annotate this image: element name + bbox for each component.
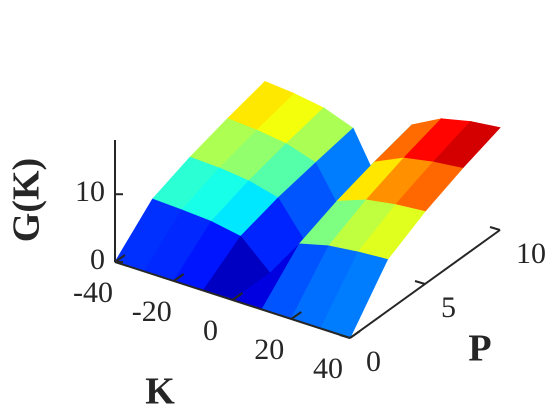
y-tick	[414, 280, 426, 285]
y-tick-label: 0	[366, 345, 381, 378]
x-tick-label: 0	[203, 314, 218, 347]
y-tick-label: 5	[441, 291, 456, 324]
x-tick	[231, 292, 244, 301]
z-tick-label: 0	[90, 243, 105, 276]
x-tick	[349, 330, 361, 339]
z-axis-label: G(K)	[6, 158, 48, 242]
x-tick-label: 40	[313, 352, 343, 385]
x-tick	[290, 311, 302, 320]
y-axis-label: P	[468, 328, 491, 370]
y-tick	[489, 226, 501, 231]
x-tick-label: -40	[73, 276, 113, 309]
x-tick-label: 20	[254, 333, 284, 366]
y-tick	[339, 334, 351, 339]
z-tick-label: 10	[75, 175, 105, 208]
x-tick-label: -20	[132, 295, 172, 328]
x-tick	[114, 254, 126, 263]
x-tick	[173, 273, 185, 282]
x-axis-label: K	[145, 371, 175, 413]
y-tick-label: 10	[516, 237, 546, 270]
